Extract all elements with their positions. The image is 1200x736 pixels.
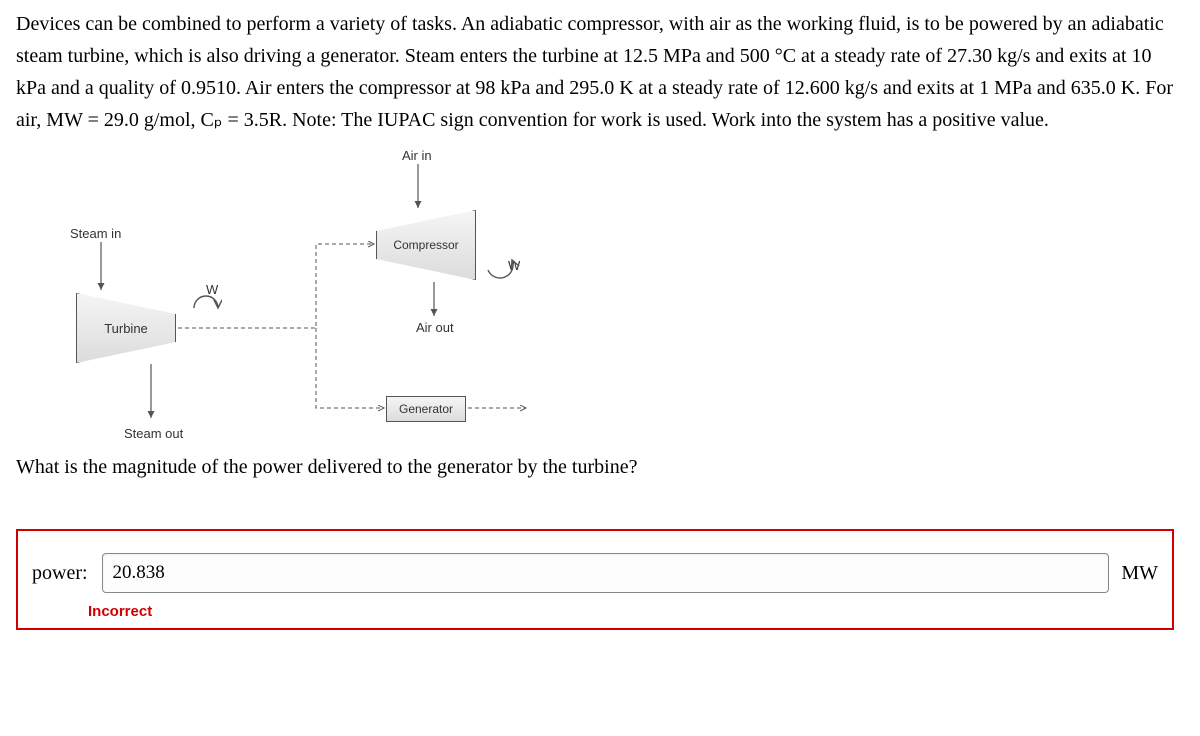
generator-block: Generator	[386, 396, 466, 422]
power-label: power:	[32, 562, 88, 585]
answer-container: power: MW Incorrect	[16, 529, 1174, 630]
process-diagram: Air in Steam in Turbine Compressor Gener…	[56, 148, 596, 448]
problem-statement: Devices can be combined to perform a var…	[16, 8, 1184, 136]
unit-label: MW	[1121, 562, 1158, 585]
power-input[interactable]	[102, 553, 1110, 593]
turbine-label: Turbine	[104, 321, 148, 336]
question-text: What is the magnitude of the power deliv…	[16, 456, 1184, 479]
air-out-label: Air out	[416, 320, 454, 335]
steam-in-label: Steam in	[70, 226, 121, 241]
air-in-label: Air in	[402, 148, 432, 163]
diagram-arrows	[56, 148, 596, 448]
steam-out-label: Steam out	[124, 426, 183, 441]
compressor-block: Compressor	[376, 210, 476, 280]
generator-label: Generator	[399, 402, 453, 416]
w-turbine-label: W	[206, 282, 218, 297]
w-compressor-label: W	[508, 258, 520, 273]
compressor-label: Compressor	[393, 238, 458, 252]
turbine-block: Turbine	[76, 293, 176, 363]
feedback-text: Incorrect	[88, 603, 1158, 620]
